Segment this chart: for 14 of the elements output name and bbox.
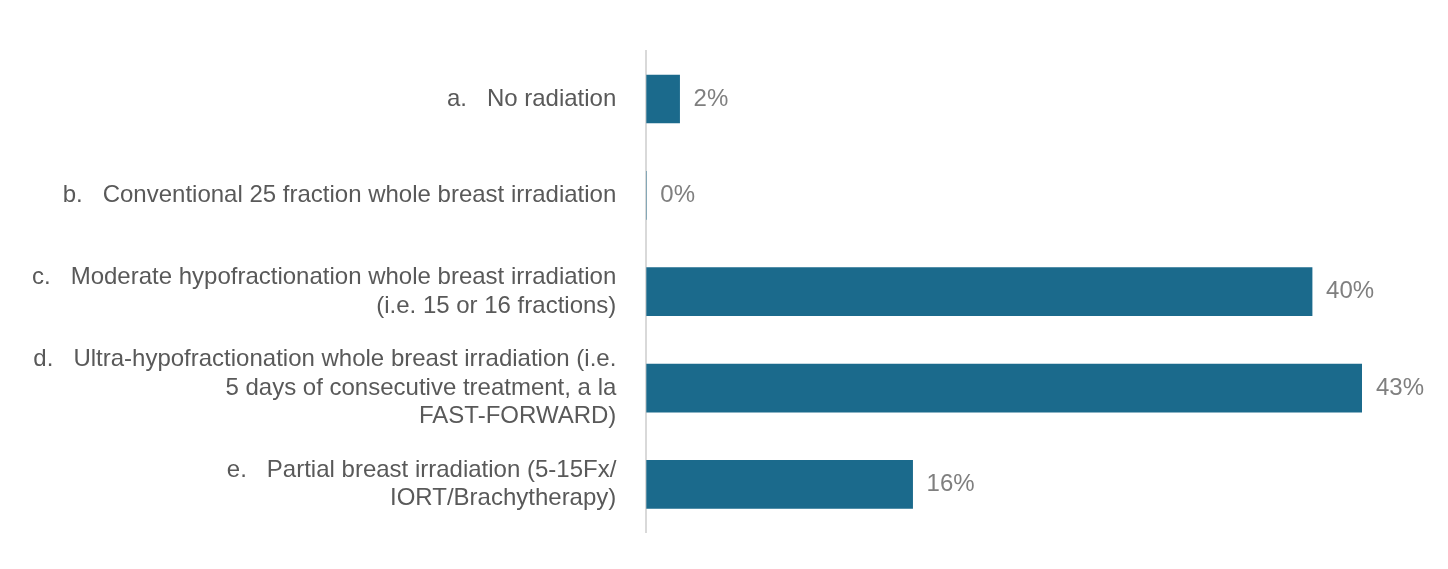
- bar: [646, 363, 1362, 413]
- data-label: 16%: [926, 469, 975, 497]
- y-tick-label: c. Moderate hypofractionation whole breast irradiation (i.e. 15 or 16 fractions): [31, 261, 617, 318]
- bar: [646, 460, 913, 509]
- y-tick-label: a. No radiation: [446, 83, 617, 111]
- data-label: 43%: [1376, 372, 1425, 400]
- y-tick-label: e. Partial breast irradiation (5-15Fx/ IORT/Brachytherapy): [226, 454, 617, 511]
- bar: [646, 74, 680, 124]
- y-tick-label: d. Ultra-hypofractionation whole breast irradiation (i.e. 5 days of consecutive treatment, a la FAST-FORWARD): [33, 343, 617, 429]
- data-label: 2%: [693, 83, 729, 111]
- data-label: 0%: [660, 179, 696, 207]
- y-tick-label: b. Conventional 25 fraction whole breast irradiation: [62, 179, 617, 207]
- bar: [646, 267, 1313, 317]
- data-label: 40%: [1326, 276, 1375, 304]
